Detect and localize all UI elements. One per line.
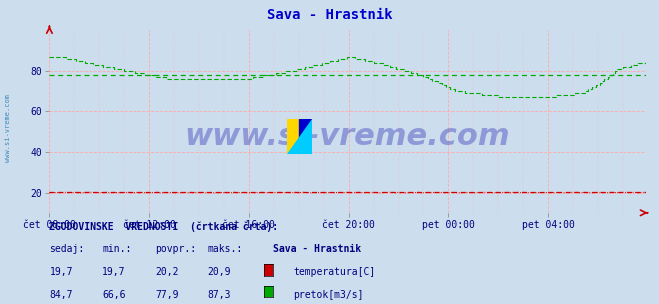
Text: pretok[m3/s]: pretok[m3/s]	[293, 290, 364, 300]
Bar	[299, 119, 312, 154]
Text: sedaj:: sedaj:	[49, 244, 84, 254]
Text: 66,6: 66,6	[102, 290, 126, 300]
Text: povpr.:: povpr.:	[155, 244, 196, 254]
Text: Sava - Hrastnik: Sava - Hrastnik	[273, 244, 362, 254]
Text: ZGODOVINSKE  VREDNOSTI  (črtkana črta):: ZGODOVINSKE VREDNOSTI (črtkana črta):	[49, 221, 279, 232]
Text: min.:: min.:	[102, 244, 132, 254]
Text: 77,9: 77,9	[155, 290, 179, 300]
Text: 84,7: 84,7	[49, 290, 73, 300]
Text: 87,3: 87,3	[208, 290, 231, 300]
Text: temperatura[C]: temperatura[C]	[293, 267, 376, 277]
Text: 20,9: 20,9	[208, 267, 231, 277]
Text: 19,7: 19,7	[49, 267, 73, 277]
Text: www.si-vreme.com: www.si-vreme.com	[5, 94, 11, 162]
Polygon shape	[287, 119, 312, 154]
Text: maks.:: maks.:	[208, 244, 243, 254]
Text: Sava - Hrastnik: Sava - Hrastnik	[267, 8, 392, 22]
Text: 19,7: 19,7	[102, 267, 126, 277]
Bar	[287, 119, 299, 154]
Text: 20,2: 20,2	[155, 267, 179, 277]
Text: www.si-vreme.com: www.si-vreme.com	[185, 122, 511, 151]
